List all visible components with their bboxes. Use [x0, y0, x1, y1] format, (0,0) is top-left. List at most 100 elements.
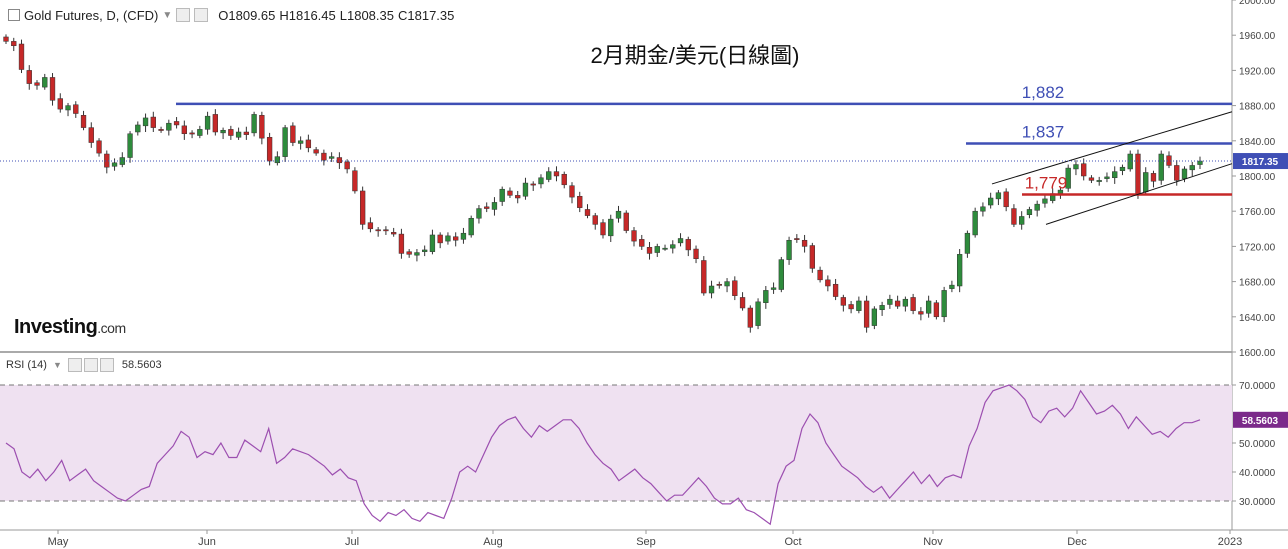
price-tick-label: 1720.00	[1239, 242, 1276, 253]
candle-body	[685, 239, 691, 251]
candle-body	[321, 152, 327, 161]
time-tick-label: Oct	[784, 536, 801, 548]
candle-body	[980, 206, 986, 212]
candle-body	[856, 300, 862, 311]
candle-body	[608, 218, 614, 237]
candle-body	[328, 156, 335, 159]
candle-body	[902, 298, 909, 307]
candle-body	[119, 157, 125, 165]
candle-body	[577, 195, 583, 208]
candle-body	[437, 234, 443, 244]
candle-body	[429, 234, 436, 252]
rsi-gear-icon[interactable]	[83, 358, 98, 372]
candle-body	[282, 127, 288, 157]
symbol-name: Gold Futures, D, (CFD)	[24, 7, 159, 23]
candle-body	[786, 239, 792, 260]
price-tick-label: 1960.00	[1239, 31, 1276, 42]
candle-body	[925, 300, 932, 314]
price-tick-label: 2000.00	[1239, 0, 1276, 7]
candle-body	[988, 197, 994, 206]
candle-body	[1143, 172, 1149, 193]
dropdown-chevron-icon[interactable]: ▼	[162, 9, 173, 21]
symbol-header: Gold Futures, D, (CFD) ▼ O1809.65 H1816.…	[0, 0, 458, 30]
candle-body	[189, 132, 195, 135]
candle-body	[538, 177, 544, 185]
candle-body	[476, 208, 482, 219]
candle-body	[34, 82, 40, 86]
candle-body	[1112, 171, 1118, 179]
candle-body	[11, 41, 17, 47]
candle-body	[1026, 209, 1033, 215]
candle-body	[391, 232, 397, 235]
price-tick-label: 1760.00	[1239, 207, 1276, 218]
rsi-line	[5, 384, 1201, 526]
rsi-close-icon[interactable]	[99, 358, 114, 372]
candle-body	[243, 131, 250, 135]
candle-body	[197, 129, 203, 136]
candle-body	[1135, 153, 1141, 194]
rsi-dropdown-icon[interactable]: ▼	[52, 360, 62, 370]
candle-body	[352, 170, 358, 192]
time-tick-label: Jun	[198, 536, 216, 548]
candle-body	[662, 247, 668, 250]
candle-body	[569, 185, 575, 198]
candle-body	[1119, 166, 1126, 171]
candle-body	[778, 259, 784, 290]
candle-body	[158, 129, 164, 131]
candle-body	[181, 125, 187, 135]
candle-body	[825, 279, 831, 287]
candle-body	[3, 36, 9, 42]
candle-body	[515, 195, 521, 199]
candle-body	[259, 115, 265, 139]
candle-body	[1034, 203, 1040, 211]
candle-body	[1088, 177, 1095, 181]
candle-body	[809, 245, 815, 269]
candle-body	[1181, 168, 1188, 179]
candle-body	[383, 229, 389, 232]
candle-body	[747, 307, 753, 328]
candle-body	[817, 269, 823, 281]
candle-body	[522, 182, 529, 197]
gear-icon[interactable]	[194, 8, 209, 22]
candle-body	[918, 311, 924, 315]
price-tick-label: 1920.00	[1239, 66, 1276, 77]
candle-body	[1189, 165, 1195, 171]
settings-icon[interactable]	[176, 8, 191, 22]
candle-body	[367, 222, 374, 230]
price-tick-label: 1600.00	[1239, 348, 1276, 359]
candle-body	[592, 215, 598, 225]
candle-body	[228, 129, 234, 136]
candle-body	[1127, 153, 1133, 170]
price-tick-label: 1840.00	[1239, 137, 1276, 148]
candle-body	[57, 98, 63, 110]
candle-body	[600, 222, 606, 236]
rsi-tick-label: 50.0000	[1239, 439, 1276, 450]
candle-body	[499, 188, 505, 202]
candle-body	[763, 290, 769, 303]
candle-body	[863, 300, 870, 328]
time-tick-label: Nov	[923, 536, 943, 548]
candle-body	[111, 162, 118, 167]
candle-body	[88, 127, 94, 143]
candle-body	[453, 236, 459, 241]
rsi-last-tag	[1233, 411, 1288, 428]
candle-body	[142, 117, 149, 127]
candle-body	[49, 77, 56, 101]
candle-body	[1096, 180, 1102, 182]
low-value: L1808.35	[339, 7, 394, 23]
rsi-label: RSI (14)	[6, 359, 47, 371]
chart-title: 2月期金/美元(日線圖)	[590, 43, 799, 68]
candle-body	[166, 122, 172, 131]
candle-body	[879, 305, 885, 311]
candle-body	[507, 190, 513, 196]
rsi-value: 58.5603	[121, 359, 162, 371]
close-value: C1817.35	[398, 7, 455, 23]
collapse-icon[interactable]	[8, 9, 20, 21]
candle-body	[468, 217, 474, 236]
candle-body	[584, 209, 591, 216]
rsi-band	[0, 385, 1232, 501]
candle-body	[530, 183, 536, 186]
candle-body	[716, 283, 722, 286]
rsi-settings-icon[interactable]	[67, 358, 82, 372]
candle-body	[949, 284, 955, 289]
